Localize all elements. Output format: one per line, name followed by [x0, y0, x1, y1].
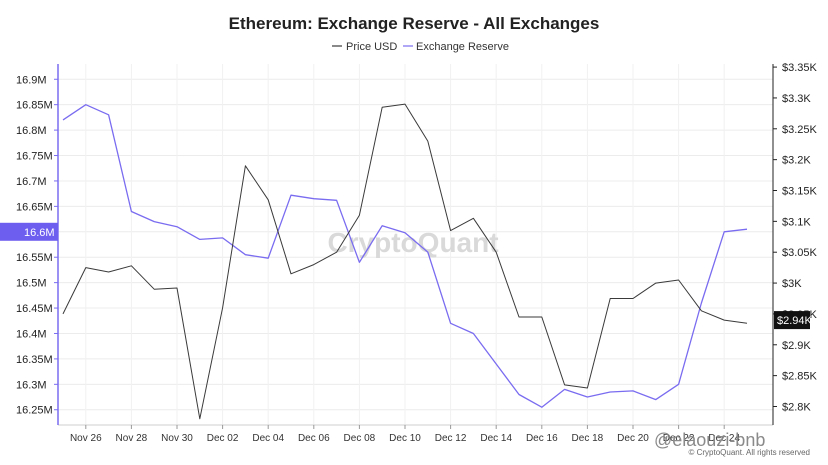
right-tick-label: $3.1K — [782, 216, 811, 228]
left-tick-label: 16.4M — [16, 328, 47, 340]
right-tick-label: $2.8K — [782, 401, 811, 413]
right-badge-text: $2.94K — [777, 315, 813, 327]
left-tick-label: 16.35M — [16, 354, 53, 366]
left-tick-label: 16.85M — [16, 100, 53, 112]
x-tick-label: Nov 26 — [70, 433, 102, 444]
right-tick-label: $3.05K — [782, 247, 818, 259]
left-tick-label: 16.45M — [16, 303, 53, 315]
x-tick-label: Dec 02 — [207, 433, 239, 444]
x-tick-label: Dec 12 — [435, 433, 467, 444]
x-tick-label: Dec 14 — [480, 433, 512, 444]
overlay-handle: @elaouzi-bnb — [654, 430, 765, 450]
left-tick-label: 16.5M — [16, 278, 47, 290]
x-tick-label: Dec 04 — [252, 433, 284, 444]
left-axis-ticks: 16.25M 16.3M 16.35M 16.4M 16.45M 16.5M 16.55M 1… — [16, 74, 58, 417]
left-value-badge: 16.6M — [0, 222, 58, 241]
legend-reserve-label: Exchange Reserve — [416, 41, 509, 53]
right-tick-label: $3.15K — [782, 186, 818, 198]
right-tick-label: $3.3K — [782, 93, 811, 105]
legend-price-label: Price USD — [346, 41, 397, 53]
left-tick-label: 16.75M — [16, 151, 53, 163]
right-tick-label: $2.85K — [782, 371, 818, 383]
x-tick-label: Dec 22 — [663, 433, 695, 444]
left-tick-label: 16.7M — [16, 176, 47, 188]
x-tick-label: Dec 06 — [298, 433, 330, 444]
left-tick-label: 16.55M — [16, 252, 53, 264]
x-axis-ticks: Nov 26 Nov 28 Nov 30 Dec 02 Dec 04 Dec 06 Dec … — [70, 425, 740, 444]
left-tick-label: 16.3M — [16, 379, 47, 391]
footer-copyright: © CryptoQuant. All rights reserved — [689, 448, 811, 457]
x-tick-label: Dec 10 — [389, 433, 421, 444]
grid — [58, 64, 773, 426]
right-tick-label: $3K — [782, 278, 802, 290]
watermark: CryptoQuant — [327, 227, 498, 258]
left-badge-bg — [0, 222, 58, 241]
right-axis-ticks: $2.8K$2.85K$2.9K$2.95K$3K$3.05K$3.1K$3.1… — [773, 62, 818, 413]
reserve-series-line — [62, 104, 748, 408]
x-tick-label: Nov 30 — [161, 433, 193, 444]
left-badge-text: 16.6M — [24, 227, 55, 239]
right-tick-label: $3.25K — [782, 124, 818, 136]
right-tick-label: $3.2K — [782, 155, 811, 167]
right-tick-label: $2.9K — [782, 340, 811, 352]
x-tick-label: Nov 28 — [116, 433, 148, 444]
left-tick-label: 16.65M — [16, 201, 53, 213]
right-value-badge: $2.94K — [774, 311, 813, 330]
x-tick-label: Dec 20 — [617, 433, 649, 444]
series-layer — [62, 103, 748, 420]
x-tick-label: Dec 18 — [572, 433, 604, 444]
left-tick-label: 16.8M — [16, 125, 47, 137]
legend: Price USD Exchange Reserve — [332, 41, 509, 53]
chart-title: Ethereum: Exchange Reserve - All Exchang… — [229, 14, 600, 33]
price-series-line — [62, 103, 748, 420]
left-tick-label: 16.9M — [16, 74, 47, 86]
x-tick-label: Dec 24 — [708, 433, 740, 444]
right-badge-bg — [774, 311, 810, 330]
x-tick-label: Dec 16 — [526, 433, 558, 444]
left-tick-label: 16.25M — [16, 405, 53, 417]
right-tick-label: $3.35K — [782, 62, 818, 74]
x-tick-label: Dec 08 — [344, 433, 376, 444]
